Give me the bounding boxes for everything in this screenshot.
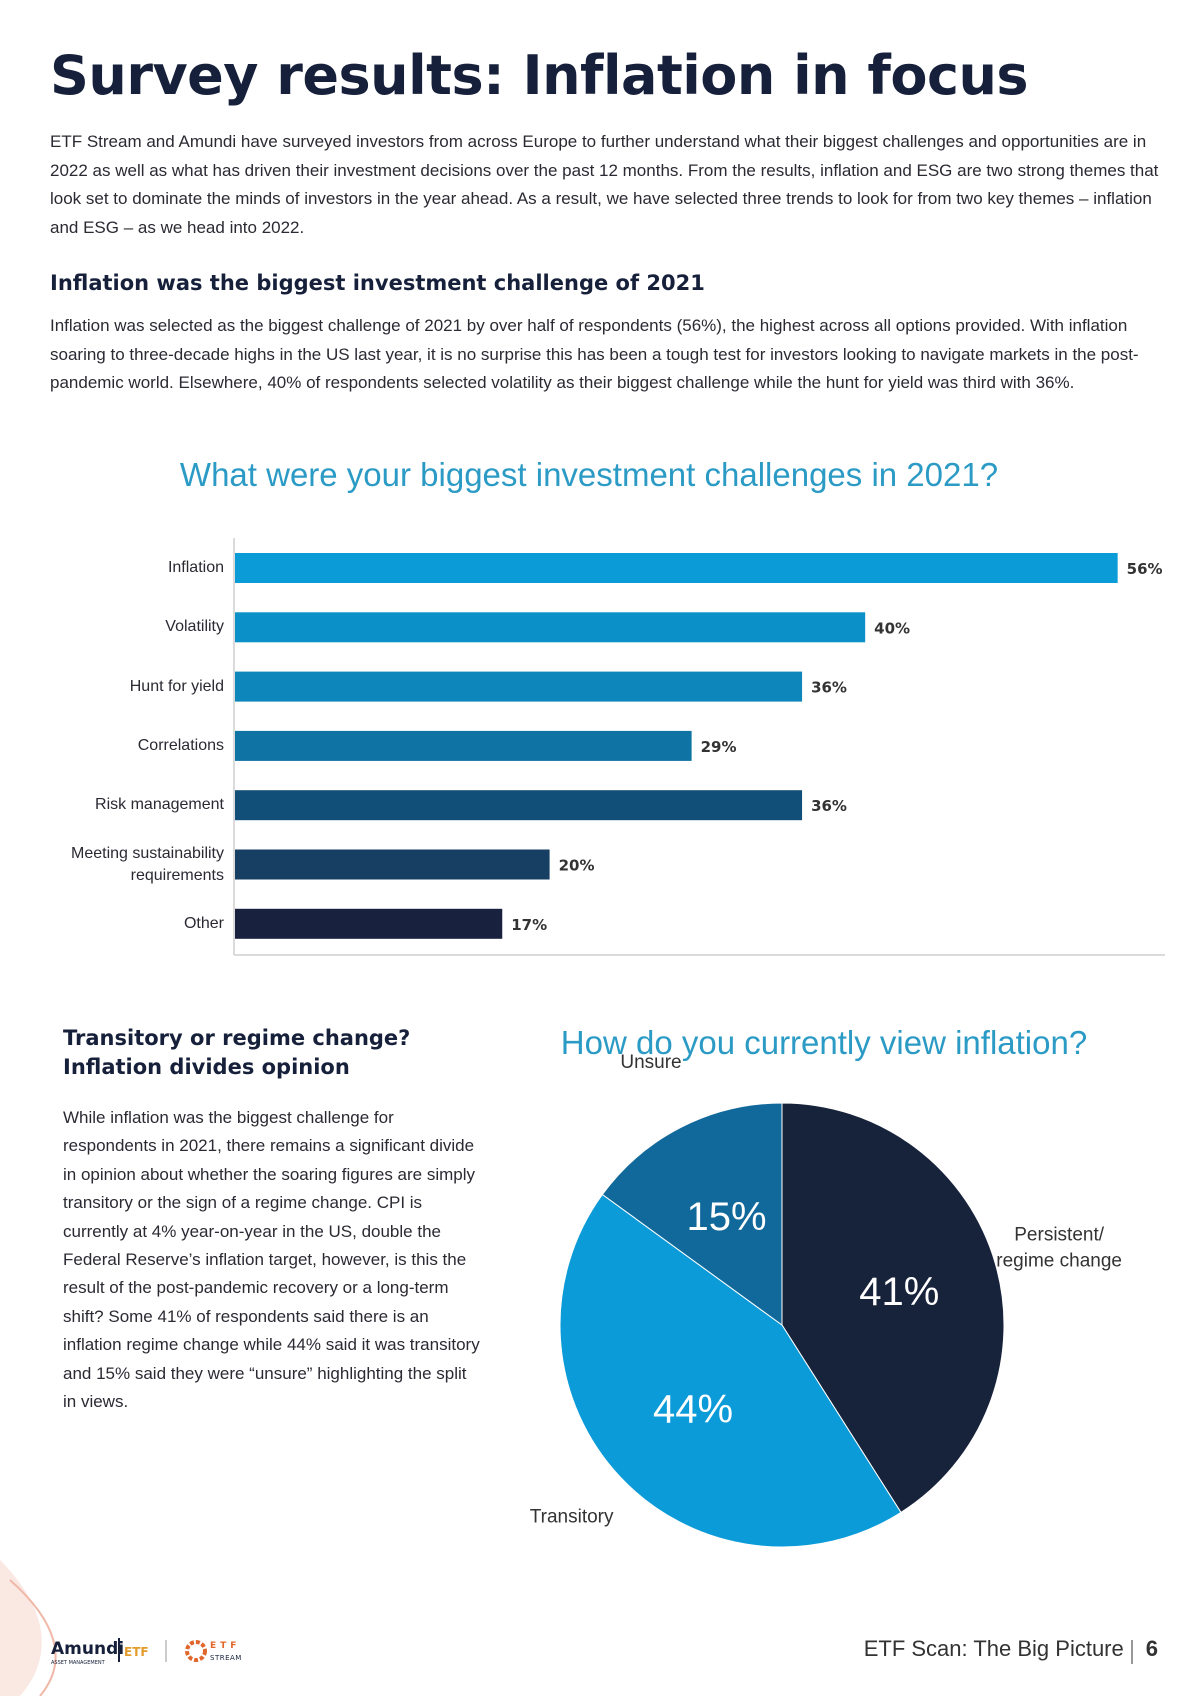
page-title: Survey results: Inflation in focus [50, 44, 1029, 107]
pie-value-label: 44% [653, 1388, 733, 1432]
pie-category-label: Transitory [530, 1507, 614, 1528]
bar [235, 849, 550, 880]
bar [235, 730, 692, 761]
pie-value-label: 41% [859, 1270, 939, 1314]
bar-value-label: 20% [559, 857, 595, 875]
bar [235, 790, 803, 821]
bar [235, 612, 866, 643]
logo-etf: ETF [124, 1645, 149, 1659]
bar-value-label: 40% [874, 619, 910, 637]
bar-value-label: 29% [701, 738, 737, 756]
bar-category-label: Inflation [167, 559, 224, 576]
intro-text: ETF Stream and Amundi have surveyed inve… [50, 132, 1159, 237]
logo-amundi-sub: ASSET MANAGEMENT [51, 1660, 106, 1666]
pie-category-label: Unsure [620, 1052, 681, 1073]
pie-slice [601, 1102, 783, 1326]
logo-stream-icon [185, 1640, 207, 1662]
logo-amundi: Amundi [51, 1639, 124, 1659]
chart-title: How do you currently view inflation? [560, 1024, 1088, 1061]
pie-value-label: 15% [687, 1195, 767, 1239]
section-text: Inflation was selected as the biggest ch… [50, 316, 1139, 392]
page-number: 6 [1145, 1636, 1158, 1661]
logo-stream-text: STREAM [210, 1654, 242, 1662]
bar-category-label: Correlations [137, 736, 224, 754]
decor-swirl [0, 1560, 42, 1696]
bar [235, 671, 803, 702]
decor-swirl-line [9, 1579, 57, 1696]
bar-category-label: Hunt for yield [129, 677, 224, 695]
bar [235, 553, 1118, 583]
bar-chart: 56% 40% 36% 29% 36% 20% 17% [235, 553, 1163, 939]
bar-category-label: Risk management [95, 796, 224, 814]
bar-category-label: Meeting sustainability requirements [71, 844, 224, 884]
pie-chart: 41% Persistent/regime change 44% Transitory… [530, 1052, 1122, 1548]
footer: ETF Scan: The Big Picture 6 [864, 1636, 1158, 1662]
pie-slice [559, 1193, 902, 1548]
pie-slice [781, 1102, 1005, 1514]
section-text: While inflation was the biggest challeng… [63, 1108, 480, 1412]
bar [235, 908, 503, 939]
section-heading: Transitory or regime change? Inflation d… [63, 1026, 411, 1079]
pie-category-label: Persistent/regime change [996, 1224, 1122, 1271]
bar-value-label: 56% [1127, 560, 1163, 578]
bar-category-label: Other [183, 914, 224, 932]
logo-stream-etf: ETF [210, 1641, 240, 1651]
bar-value-label: 17% [511, 916, 547, 934]
section-heading: Inflation was the biggest investment cha… [50, 271, 705, 295]
footer-text: ETF Scan: The Big Picture [863, 1636, 1124, 1661]
bar-value-label: 36% [811, 797, 847, 815]
bar-value-label: 36% [811, 679, 847, 697]
chart-title: What were your biggest investment challe… [179, 456, 999, 493]
bar-category-label: Volatility [165, 618, 224, 636]
